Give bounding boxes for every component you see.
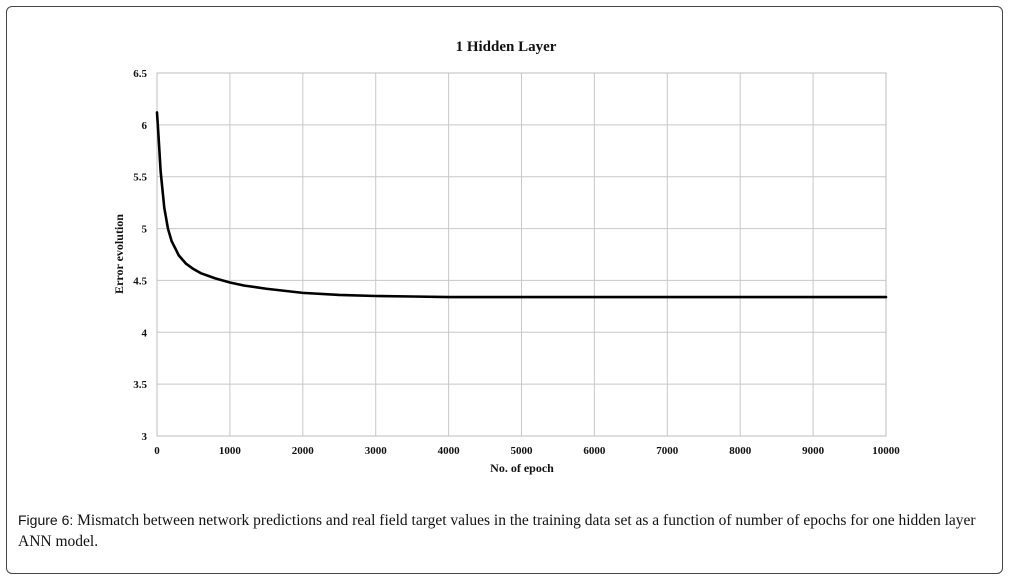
y-tick-label: 6 xyxy=(142,120,148,132)
x-tick-label: 0 xyxy=(154,445,160,457)
x-tick-label: 9000 xyxy=(802,445,825,457)
x-tick-label: 10000 xyxy=(872,445,900,457)
y-tick-label: 4 xyxy=(142,327,148,339)
figure-label: Figure 6: xyxy=(18,512,74,528)
y-tick-label: 6.5 xyxy=(133,68,147,80)
x-tick-label: 4000 xyxy=(438,445,461,457)
x-axis-ticks: 0 1000 2000 3000 4000 5000 6000 7000 8000 9000 100… xyxy=(154,445,900,457)
x-axis-label: No. of epoch xyxy=(490,461,554,475)
series-line-error xyxy=(155,111,888,299)
x-tick-label: 1000 xyxy=(219,445,242,457)
figure-frame xyxy=(6,6,1003,574)
y-axis-ticks: 3 3.5 4 4.5 5 5.5 6 6.5 xyxy=(133,68,147,443)
x-tick-label: 6000 xyxy=(583,445,606,457)
caption-text: Mismatch between network predictions and… xyxy=(18,512,976,550)
y-tick-label: 3.5 xyxy=(133,379,147,391)
line-chart: 1 Hidden Layer 0 1000 2000 3000 4000 5000 6000… xyxy=(112,39,900,475)
y-tick-label: 5 xyxy=(142,224,148,236)
y-axis-label: Error evolution xyxy=(112,214,126,294)
plot-area xyxy=(156,72,887,437)
chart-title: 1 Hidden Layer xyxy=(456,39,557,55)
grid xyxy=(156,72,887,437)
figure-caption: Figure 6: Mismatch between network predi… xyxy=(18,510,998,552)
y-tick-label: 4.5 xyxy=(133,275,147,287)
x-tick-label: 7000 xyxy=(656,445,679,457)
x-tick-label: 8000 xyxy=(729,445,752,457)
x-tick-label: 3000 xyxy=(365,445,388,457)
y-tick-label: 5.5 xyxy=(133,172,147,184)
x-tick-label: 5000 xyxy=(511,445,534,457)
x-tick-label: 2000 xyxy=(292,445,315,457)
y-tick-label: 3 xyxy=(142,431,148,443)
